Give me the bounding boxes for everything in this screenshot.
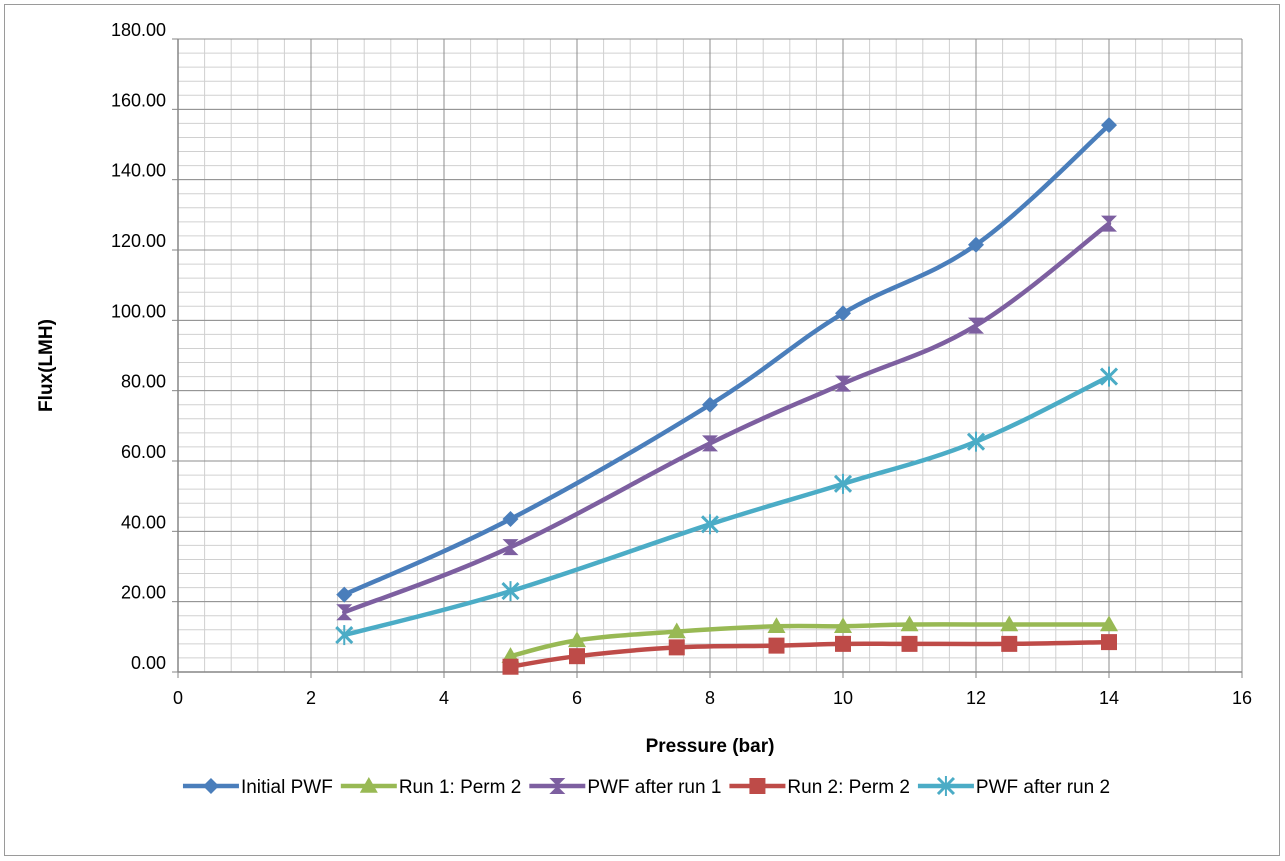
legend-label: Run 2: Perm 2 bbox=[787, 777, 910, 798]
series-line bbox=[508, 639, 1112, 669]
data-point bbox=[901, 635, 918, 652]
data-point bbox=[502, 511, 519, 528]
data-point bbox=[1099, 366, 1119, 387]
x-tick-label: 4 bbox=[439, 688, 449, 708]
data-point bbox=[835, 635, 851, 652]
x-tick-label: 12 bbox=[966, 688, 986, 708]
data-point bbox=[833, 473, 853, 494]
x-tick-label: 16 bbox=[1232, 688, 1252, 708]
data-point bbox=[1101, 215, 1117, 232]
legend-entry-2: PWF after run 1 bbox=[529, 777, 721, 798]
x-tick-label: 10 bbox=[833, 688, 853, 708]
legend-marker bbox=[549, 778, 566, 794]
y-axis-title: Flux(LMH) bbox=[36, 319, 57, 412]
series-line bbox=[508, 622, 1112, 659]
y-tick-label: 0.00 bbox=[131, 653, 166, 673]
x-tick-label: 2 bbox=[306, 688, 316, 708]
legend-marker bbox=[749, 778, 766, 794]
data-point bbox=[835, 375, 851, 392]
y-tick-label: 100.00 bbox=[111, 301, 166, 321]
y-tick-label: 80.00 bbox=[121, 372, 166, 392]
y-tick-label: 180.00 bbox=[111, 20, 166, 40]
series-1 bbox=[501, 615, 1118, 663]
data-point bbox=[667, 622, 686, 639]
series-line bbox=[342, 374, 1112, 638]
y-tick-label: 140.00 bbox=[111, 161, 166, 181]
data-point bbox=[336, 604, 353, 621]
data-point bbox=[768, 637, 785, 654]
legend-label: Initial PWF bbox=[241, 777, 333, 798]
data-point bbox=[502, 658, 519, 675]
series bbox=[335, 117, 1119, 675]
legend-label: PWF after run 1 bbox=[587, 777, 721, 798]
x-tick-label: 14 bbox=[1099, 688, 1119, 708]
data-point bbox=[700, 514, 720, 535]
y-tick-label: 120.00 bbox=[111, 231, 166, 251]
legend-marker bbox=[202, 778, 219, 794]
data-point bbox=[968, 236, 984, 253]
data-point bbox=[966, 431, 986, 452]
legend-entry-4: PWF after run 2 bbox=[917, 776, 1110, 798]
chart-frame bbox=[4, 4, 1280, 856]
data-point bbox=[835, 305, 851, 322]
y-tick-label: 60.00 bbox=[121, 442, 166, 462]
x-tick-label: 0 bbox=[173, 688, 183, 708]
data-point bbox=[1100, 615, 1118, 632]
legend-entry-3: Run 2: Perm 2 bbox=[729, 777, 910, 798]
data-point bbox=[502, 539, 519, 556]
legend-marker bbox=[359, 777, 378, 793]
data-point bbox=[336, 586, 353, 603]
legend-label: PWF after run 2 bbox=[976, 777, 1110, 798]
x-axis-title: Pressure (bar) bbox=[646, 736, 775, 757]
series-3 bbox=[502, 634, 1117, 675]
data-point bbox=[702, 396, 718, 413]
y-tick-label: 20.00 bbox=[121, 583, 166, 603]
data-point bbox=[501, 581, 520, 602]
data-point bbox=[702, 435, 718, 452]
legend-label: Run 1: Perm 2 bbox=[399, 777, 522, 798]
series-line bbox=[342, 221, 1112, 615]
series-4 bbox=[335, 366, 1119, 646]
data-point bbox=[668, 639, 685, 656]
tick-labels: 0.00 20.00 40.00 60.00 80.00 100.00 120.00 140.… bbox=[111, 20, 1252, 708]
data-point bbox=[1001, 635, 1018, 652]
axes bbox=[172, 38, 1243, 678]
y-tick-label: 160.00 bbox=[111, 90, 166, 110]
data-point bbox=[1101, 117, 1117, 134]
x-tick-label: 8 bbox=[705, 688, 715, 708]
legend: Initial PWF Run 1: Perm 2 PWF after run 1 R… bbox=[182, 776, 1110, 798]
data-point bbox=[900, 615, 919, 632]
data-point bbox=[834, 617, 852, 634]
data-point bbox=[767, 617, 786, 634]
data-point bbox=[968, 317, 984, 334]
data-point bbox=[335, 625, 354, 646]
data-point bbox=[1101, 634, 1117, 651]
legend-marker bbox=[936, 776, 955, 796]
data-point bbox=[569, 648, 585, 665]
data-point bbox=[568, 631, 586, 648]
grid bbox=[177, 38, 1243, 673]
data-point bbox=[1000, 615, 1019, 632]
legend-entry-0: Initial PWF bbox=[182, 777, 333, 798]
series-line bbox=[342, 122, 1112, 597]
series-0 bbox=[336, 117, 1117, 603]
x-tick-label: 6 bbox=[572, 688, 582, 708]
series-2 bbox=[336, 215, 1117, 621]
y-tick-label: 40.00 bbox=[121, 512, 166, 532]
legend-entry-1: Run 1: Perm 2 bbox=[340, 777, 522, 798]
